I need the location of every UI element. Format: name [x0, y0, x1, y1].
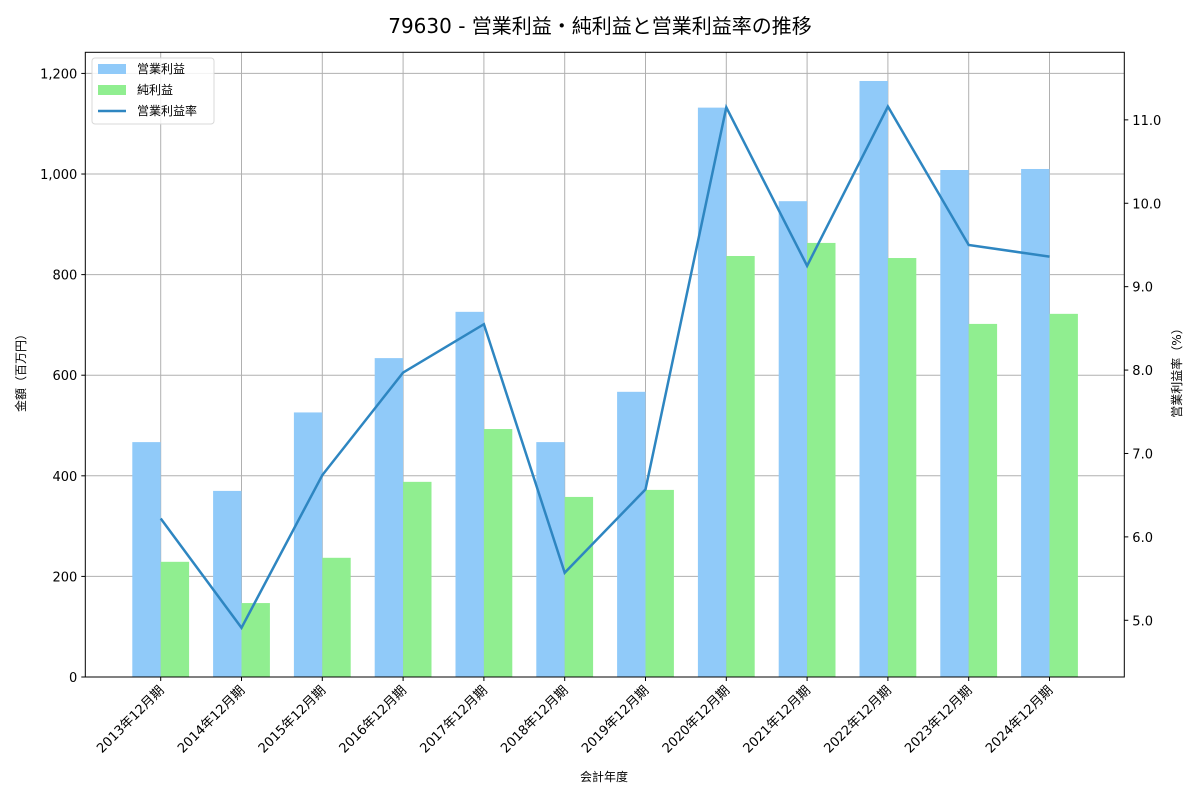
- x-tick-label: 2024年12月期: [983, 683, 1056, 756]
- y-tick-label: 400: [52, 470, 77, 485]
- y-right-tick-label: 10.0: [1132, 197, 1161, 212]
- legend-swatch-operating-profit: [98, 64, 126, 74]
- chart-title: 79630 - 営業利益・純利益と営業利益率の推移: [388, 14, 812, 38]
- legend-swatch-net-profit: [98, 85, 126, 95]
- plot-frame: [84, 51, 1125, 678]
- bar-net-profit: [968, 323, 998, 677]
- bar-operating-profit: [1021, 168, 1050, 677]
- x-tick-label: 2016年12月期: [337, 683, 410, 756]
- legend-label-operating-margin: 営業利益率: [137, 103, 197, 118]
- x-tick-label: 2021年12月期: [741, 683, 814, 756]
- x-tick-label: 2019年12月期: [579, 683, 652, 756]
- bar-operating-profit: [940, 169, 969, 677]
- y-right-tick-label: 6.0: [1132, 531, 1153, 546]
- operating-margin-line: [159, 103, 1050, 631]
- bar-operating-profit: [374, 358, 404, 677]
- y-right-tick-label: 5.0: [1132, 614, 1153, 629]
- bar-operating-profit: [213, 490, 242, 677]
- bar-net-profit: [241, 603, 270, 677]
- bar-net-profit: [483, 429, 513, 677]
- y-axis-label-left: 金額（百万円）: [13, 328, 28, 412]
- y-tick-label: 800: [52, 269, 77, 284]
- y-tick-label: 200: [52, 570, 77, 585]
- bar-net-profit: [160, 561, 190, 677]
- bar-net-profit: [726, 256, 755, 677]
- bar-operating-profit: [778, 201, 808, 677]
- x-tick-label: 2017年12月期: [417, 683, 490, 756]
- y-tick-label: 0: [69, 671, 77, 686]
- y-tick-label: 1,000: [40, 168, 77, 183]
- bar-net-profit: [645, 489, 674, 677]
- bar-net-profit: [807, 242, 836, 677]
- y-axis-right: 5.0 6.0 7.0 8.0 9.0 10.0 11.0: [1124, 114, 1161, 629]
- y-axis-left: 0 200 400 600 800 1,000 1,200: [40, 67, 86, 686]
- x-tick-label: 2020年12月期: [660, 683, 733, 756]
- y-right-tick-label: 11.0: [1132, 114, 1161, 129]
- x-tick-label: 2018年12月期: [498, 683, 571, 756]
- line-series: [159, 103, 1050, 631]
- bar-operating-profit: [132, 442, 161, 677]
- x-tick-label: 2015年12月期: [256, 683, 329, 756]
- bar-operating-profit: [697, 107, 727, 678]
- legend-label-net-profit: 純利益: [137, 83, 173, 97]
- x-axis: 2013年12月期 2014年12月期 2015年12月期 2016年12月期 2017…: [94, 677, 1056, 757]
- bar-operating-profit: [293, 412, 323, 677]
- y-axis-label-right: 営業利益率（%）: [1169, 322, 1184, 417]
- y-right-tick-label: 7.0: [1132, 447, 1153, 462]
- bar-operating-profit: [455, 311, 484, 677]
- bar-operating-profit: [617, 391, 646, 677]
- x-tick-label: 2013年12月期: [94, 683, 167, 756]
- bar-net-profit: [1049, 313, 1078, 677]
- x-axis-label: 会計年度: [580, 769, 628, 784]
- y-tick-label: 600: [52, 369, 77, 384]
- bar-net-profit: [322, 557, 351, 677]
- y-right-tick-label: 9.0: [1132, 281, 1153, 296]
- bar-net-profit: [564, 496, 594, 677]
- bar-operating-profit: [859, 80, 888, 678]
- legend-box: [91, 57, 215, 125]
- bar-series: [132, 80, 1078, 678]
- bar-net-profit: [887, 258, 917, 677]
- bar-net-profit: [403, 481, 432, 677]
- x-tick-label: 2022年12月期: [821, 683, 894, 756]
- y-tick-label: 1,200: [40, 67, 77, 82]
- y-right-tick-label: 8.0: [1132, 364, 1153, 379]
- legend-label-operating-profit: 営業利益: [137, 62, 185, 76]
- x-tick-label: 2023年12月期: [902, 683, 975, 756]
- x-tick-label: 2014年12月期: [175, 683, 248, 756]
- legend: 営業利益 純利益 営業利益率: [91, 57, 215, 125]
